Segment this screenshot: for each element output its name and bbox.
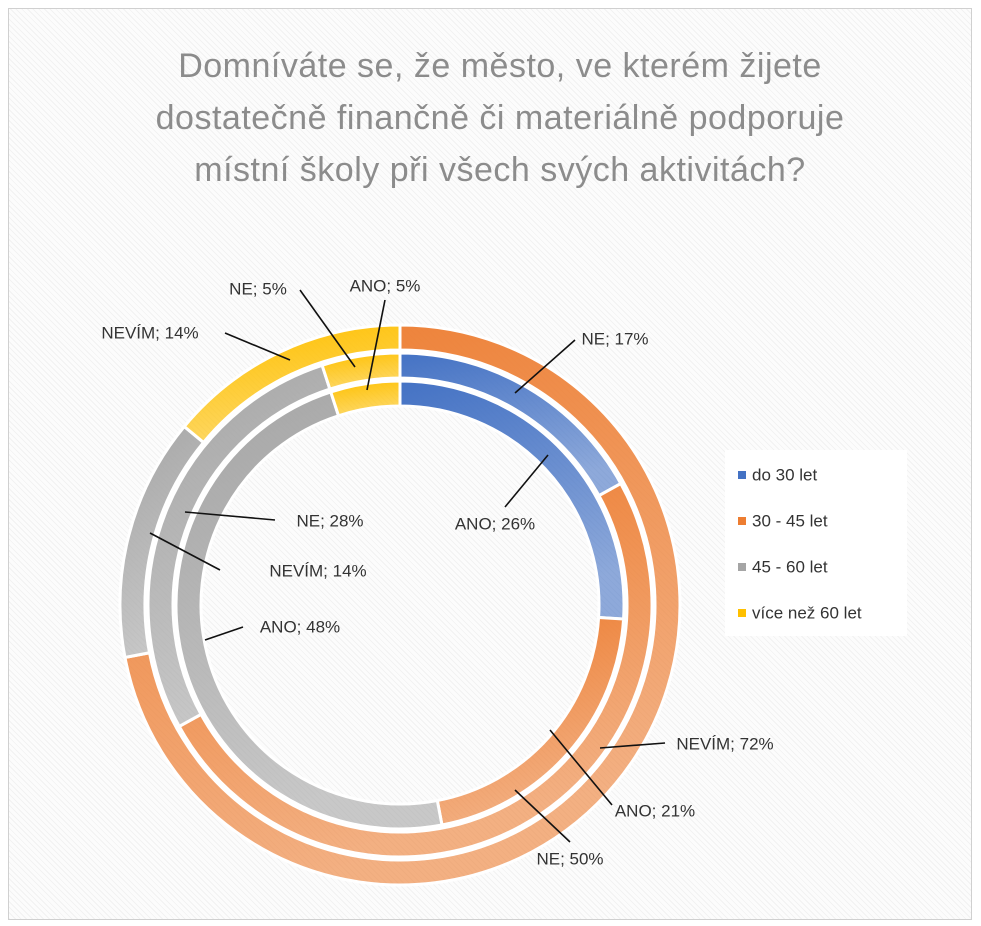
legend-swatch: [738, 471, 746, 479]
leader-line: [549, 729, 613, 806]
legend-label: 45 - 60 let: [752, 557, 828, 576]
data-label: ANO; 48%: [260, 617, 340, 636]
leader-line: [599, 742, 666, 749]
leader-line: [504, 454, 549, 508]
data-label: NEVÍM; 72%: [676, 734, 773, 753]
leader-line: [366, 299, 386, 391]
data-label: NE; 17%: [581, 329, 648, 348]
legend-box: [725, 450, 907, 636]
leader-line: [514, 789, 571, 843]
ring-segment: [320, 351, 402, 391]
legend-label: 30 - 45 let: [752, 511, 828, 530]
data-label: ANO; 26%: [455, 514, 535, 533]
data-label: NE; 28%: [296, 511, 363, 530]
data-label: NE; 5%: [229, 279, 287, 298]
data-label: ANO; 21%: [615, 801, 695, 820]
legend-swatch: [738, 517, 746, 525]
leader-line: [514, 339, 576, 394]
data-label: NEVÍM; 14%: [269, 561, 366, 580]
legend-label: více než 60 let: [752, 603, 862, 622]
leader-line: [184, 511, 276, 521]
data-label: NEVÍM; 14%: [101, 323, 198, 342]
leader-line: [224, 332, 291, 361]
ring-segment: [328, 379, 402, 418]
leader-line: [204, 626, 244, 641]
leader-line: [149, 532, 221, 571]
data-label: ANO; 5%: [350, 276, 421, 295]
legend-label: do 30 let: [752, 465, 817, 484]
leader-line: [299, 289, 356, 368]
legend-swatch: [738, 609, 746, 617]
chart-title: Domníváte se, že město, ve kterém žijete…: [155, 47, 845, 189]
legend-swatch: [738, 563, 746, 571]
data-label: NE; 50%: [536, 849, 603, 868]
